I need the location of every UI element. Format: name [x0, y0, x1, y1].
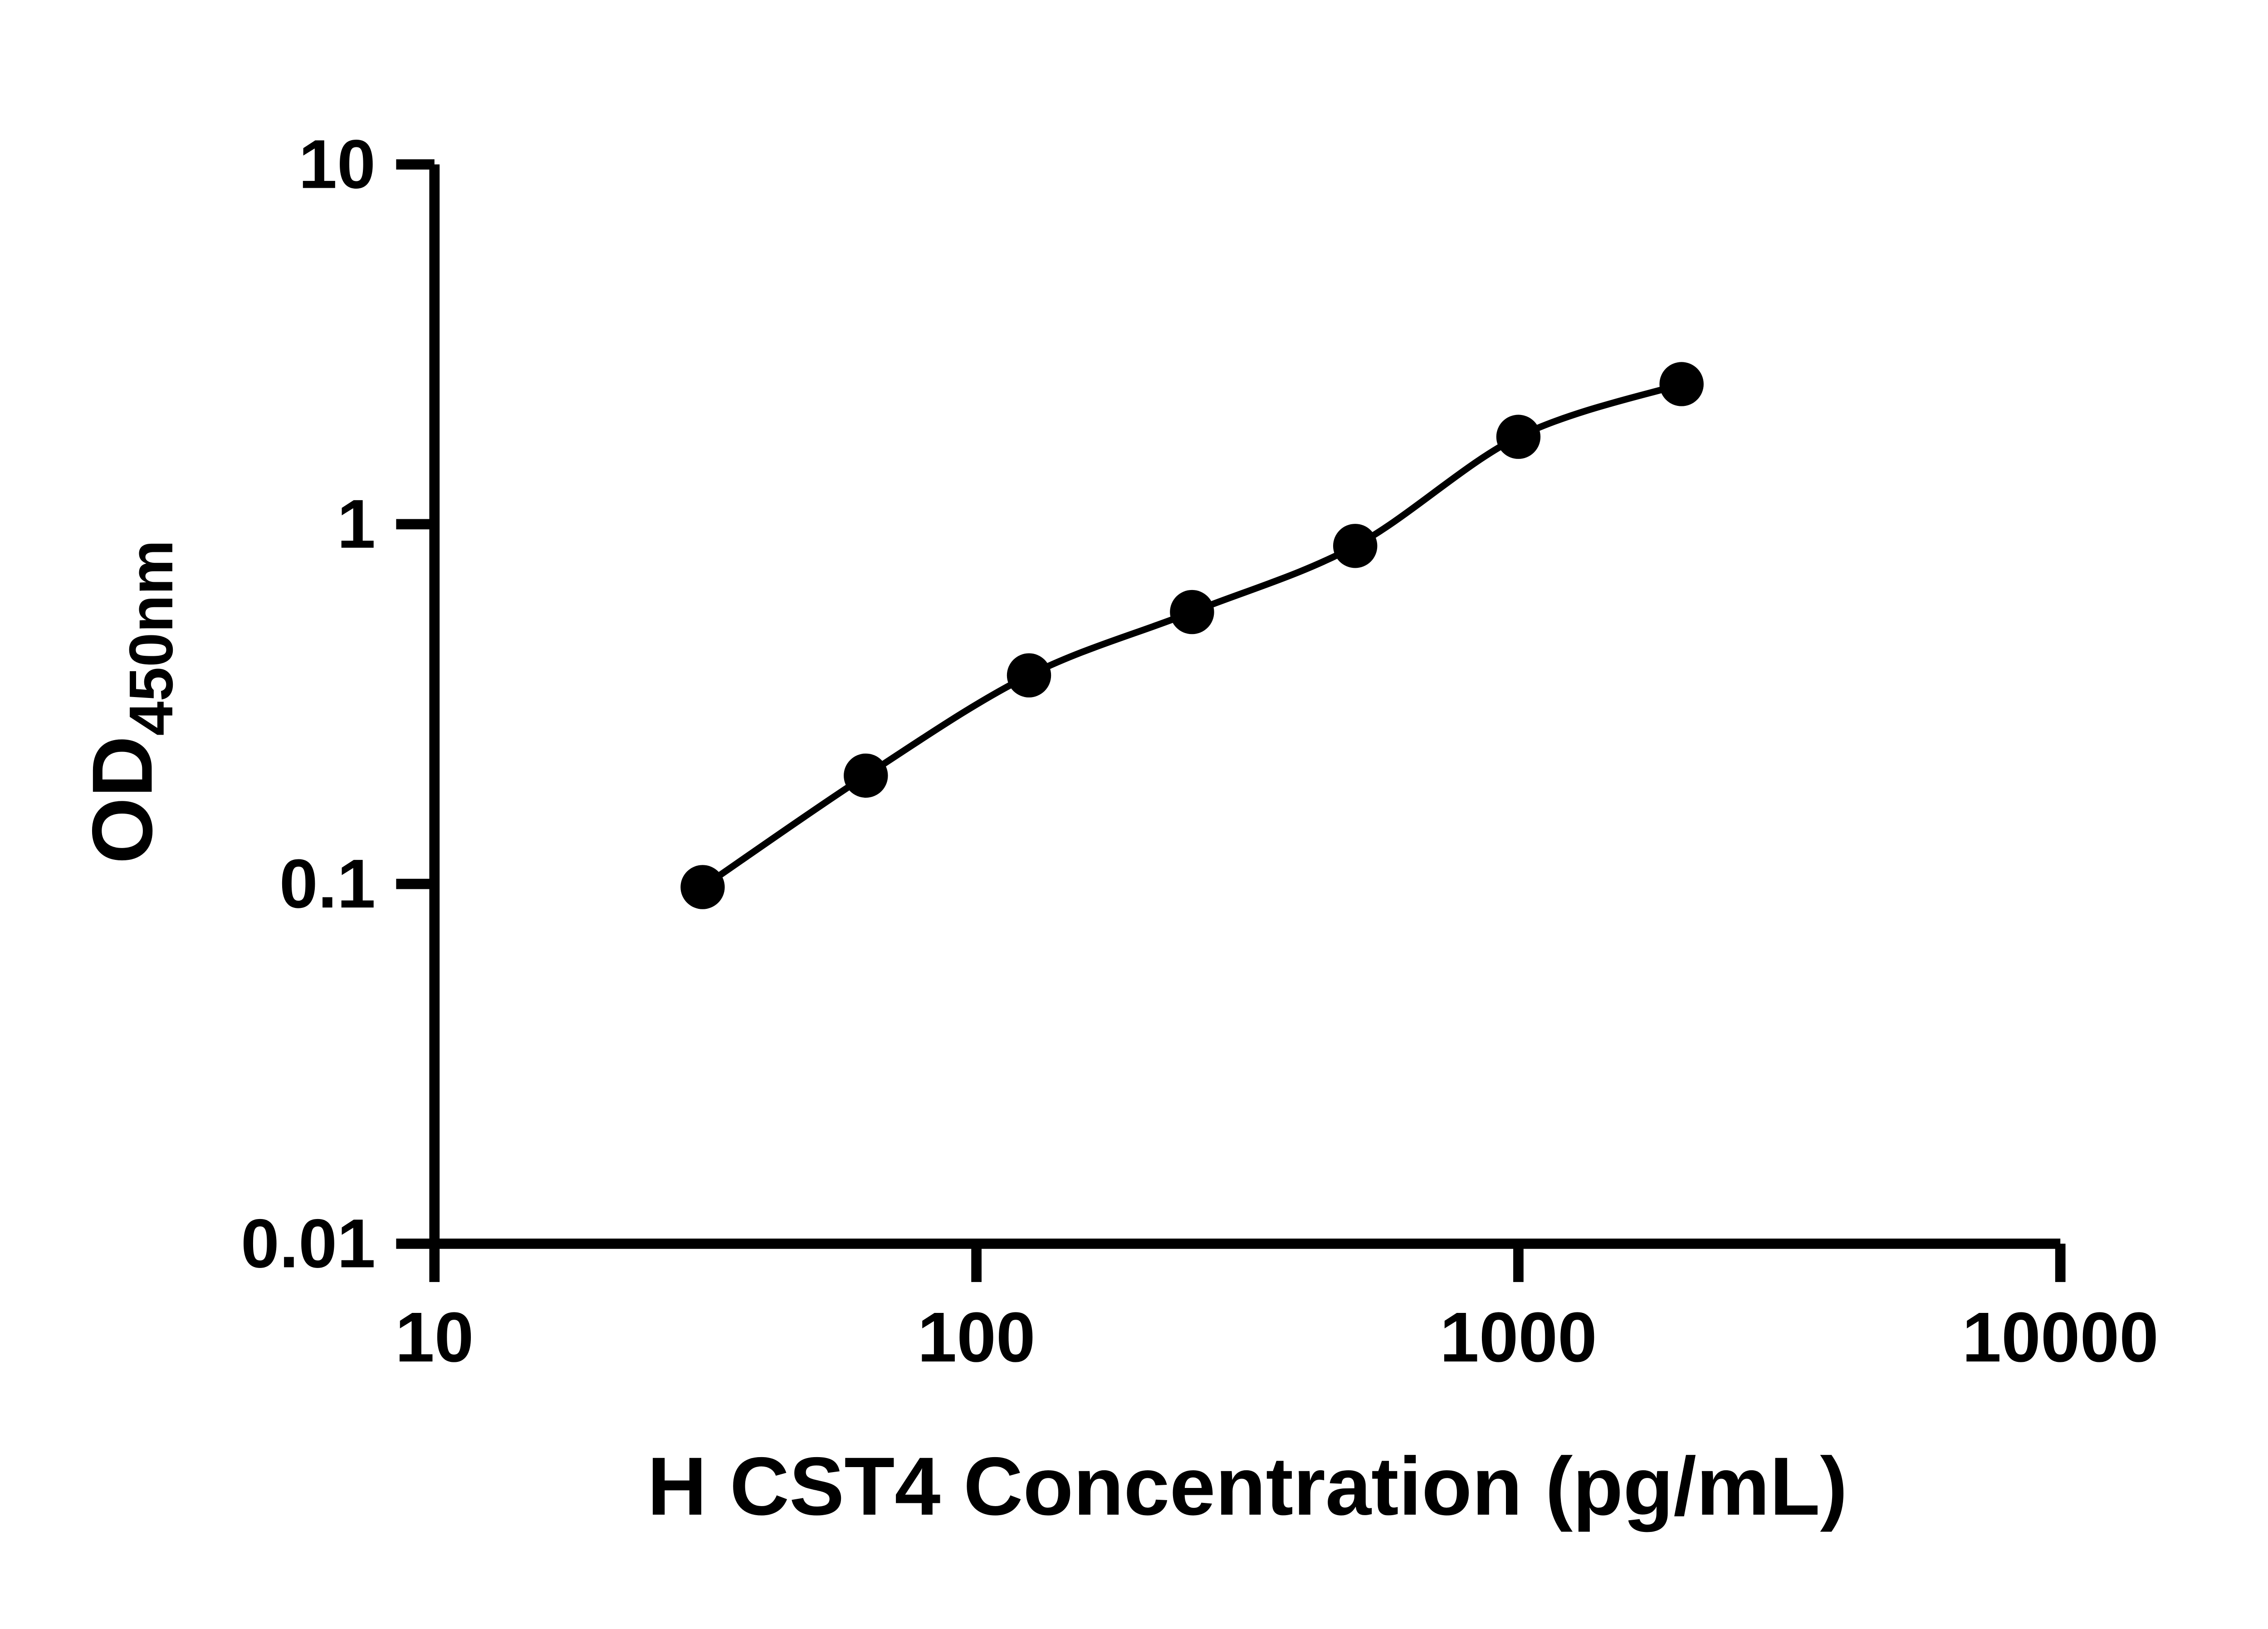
data-point [1659, 362, 1704, 406]
x-tick-label: 1000 [1440, 1298, 1597, 1377]
x-tick-label: 10000 [1962, 1298, 2159, 1377]
y-tick-label: 0.01 [241, 1205, 376, 1282]
axis-spines [429, 164, 2061, 1249]
y-tick-label: 10 [298, 126, 376, 203]
data-point [1496, 415, 1541, 459]
data-point [1170, 590, 1214, 634]
series-layer [680, 362, 1704, 909]
x-tick-label: 100 [918, 1298, 1036, 1377]
data-point [1333, 524, 1378, 568]
data-point [1007, 653, 1051, 697]
fit-curve [700, 381, 1683, 890]
x-axis-title: H CST4 Concentration (pg/mL) [647, 1440, 1848, 1532]
y-axis-title-subscript: 450nm [117, 540, 186, 736]
y-axis-title: OD450nm [74, 540, 185, 864]
x-tick-label: 10 [395, 1298, 474, 1377]
data-point [680, 865, 725, 909]
y-tick-label: 1 [337, 486, 376, 563]
data-point [844, 753, 888, 798]
y-tick-label: 0.1 [279, 845, 376, 922]
y-axis-title-main: OD [74, 736, 170, 863]
